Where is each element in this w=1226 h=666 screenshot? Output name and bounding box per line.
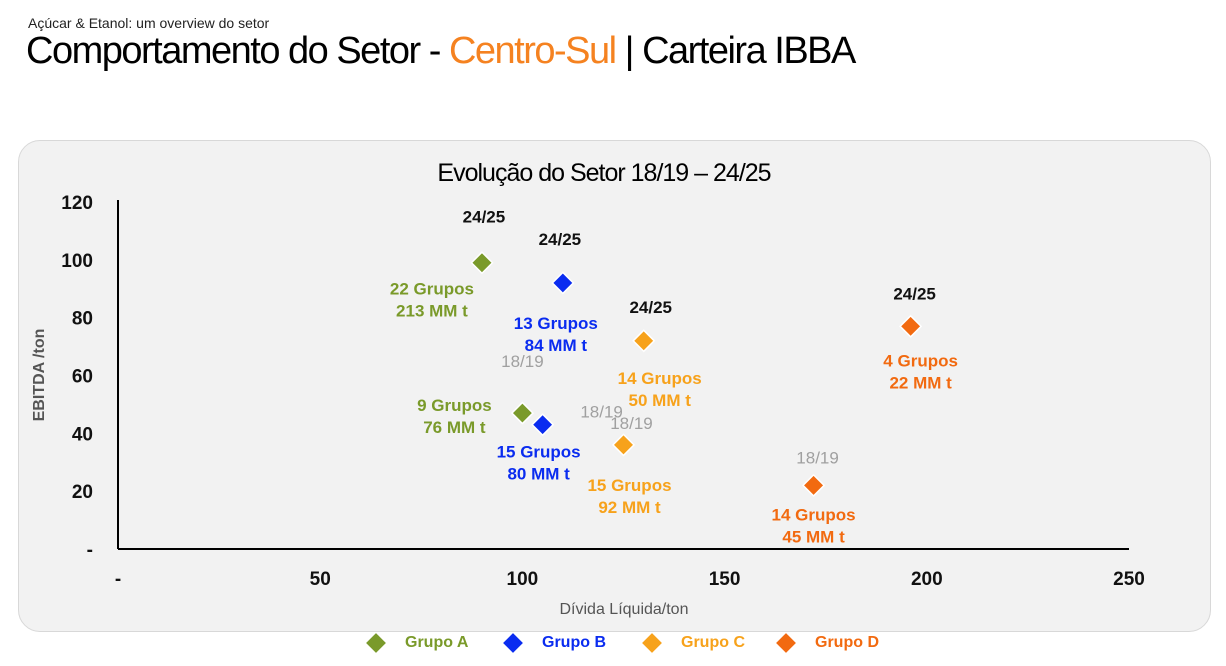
data-point-grupo-d xyxy=(802,473,826,497)
x-tick-label: 150 xyxy=(709,569,741,590)
point-volume-label: 92 MM t xyxy=(598,498,661,517)
data-point-grupo-b xyxy=(551,271,575,295)
legend-item: Grupo A xyxy=(366,633,469,653)
point-year-label: 24/25 xyxy=(539,230,582,249)
point-groups-label: 22 Grupos xyxy=(390,280,474,299)
point-groups-label: 14 Grupos xyxy=(618,369,702,388)
legend-item: Grupo B xyxy=(503,633,606,653)
legend-marker xyxy=(366,633,386,653)
point-groups-label: 15 Grupos xyxy=(587,476,671,495)
point-year-label: 18/19 xyxy=(610,414,653,433)
data-point-grupo-c xyxy=(611,433,636,457)
point-year-label: 24/25 xyxy=(629,298,672,317)
data-point-grupo-c xyxy=(632,329,656,353)
y-tick-label: 20 xyxy=(72,482,93,503)
point-groups-label: 9 Grupos xyxy=(417,396,492,415)
kicker-text: Açúcar & Etanol: um overview do setor xyxy=(28,15,270,31)
legend-marker xyxy=(776,633,796,653)
y-tick-label: - xyxy=(87,540,93,561)
chart-legend: Grupo A Grupo B Grupo C Grupo D xyxy=(0,633,1226,662)
point-volume-label: 22 MM t xyxy=(889,373,952,392)
point-volume-label: 50 MM t xyxy=(629,391,692,410)
point-volume-label: 76 MM t xyxy=(423,418,486,437)
point-volume-label: 80 MM t xyxy=(507,465,570,484)
y-tick-label: 100 xyxy=(61,251,93,272)
legend-label: Grupo D xyxy=(815,634,879,651)
point-year-label: 24/25 xyxy=(463,208,506,227)
x-axis-label: Dívida Líquida/ton xyxy=(560,601,689,618)
y-axis-label: EBITDA /ton xyxy=(31,329,48,422)
x-tick-label: 100 xyxy=(507,569,539,590)
data-point-grupo-a xyxy=(510,401,534,425)
y-tick-label: 40 xyxy=(72,424,93,445)
legend-label: Grupo A xyxy=(405,634,469,651)
y-tick-label: 120 xyxy=(61,193,93,214)
legend-label: Grupo C xyxy=(681,634,745,651)
point-groups-label: 14 Grupos xyxy=(772,505,856,524)
x-tick-label: 50 xyxy=(310,569,331,590)
point-groups-label: 4 Grupos xyxy=(883,351,958,370)
point-year-label: 18/19 xyxy=(501,352,544,371)
title-accent: Centro-Sul xyxy=(448,30,617,72)
point-groups-label: 15 Grupos xyxy=(497,443,581,462)
point-volume-label: 213 MM t xyxy=(396,302,468,321)
chart-title: Evolução do Setor 18/19 – 24/25 xyxy=(437,159,770,187)
legend-item: Grupo D xyxy=(776,633,879,653)
data-point-grupo-a xyxy=(470,251,494,275)
x-tick-label: 250 xyxy=(1113,569,1145,590)
y-tick-label: 80 xyxy=(72,309,93,330)
legend-label: Grupo B xyxy=(542,634,606,651)
point-volume-label: 84 MM t xyxy=(525,336,588,355)
data-point-grupo-d xyxy=(899,314,923,338)
title-main: Comportamento do Setor - xyxy=(26,30,449,72)
point-volume-label: 45 MM t xyxy=(782,527,845,546)
x-tick-label: - xyxy=(115,569,121,590)
page-title: Comportamento do Setor - Centro-Sul | Ca… xyxy=(26,30,857,73)
x-tick-label: 200 xyxy=(911,569,943,590)
y-tick-label: 60 xyxy=(72,367,93,388)
point-year-label: 18/19 xyxy=(796,448,839,467)
point-year-label: 18/19 xyxy=(580,403,623,422)
legend-item: Grupo C xyxy=(642,633,745,653)
title-tail: | Carteira IBBA xyxy=(615,30,857,72)
point-year-label: 24/25 xyxy=(893,284,936,303)
legend-marker xyxy=(503,633,523,653)
legend-marker xyxy=(642,633,662,653)
point-groups-label: 13 Grupos xyxy=(514,314,598,333)
data-point-grupo-b xyxy=(531,413,555,437)
